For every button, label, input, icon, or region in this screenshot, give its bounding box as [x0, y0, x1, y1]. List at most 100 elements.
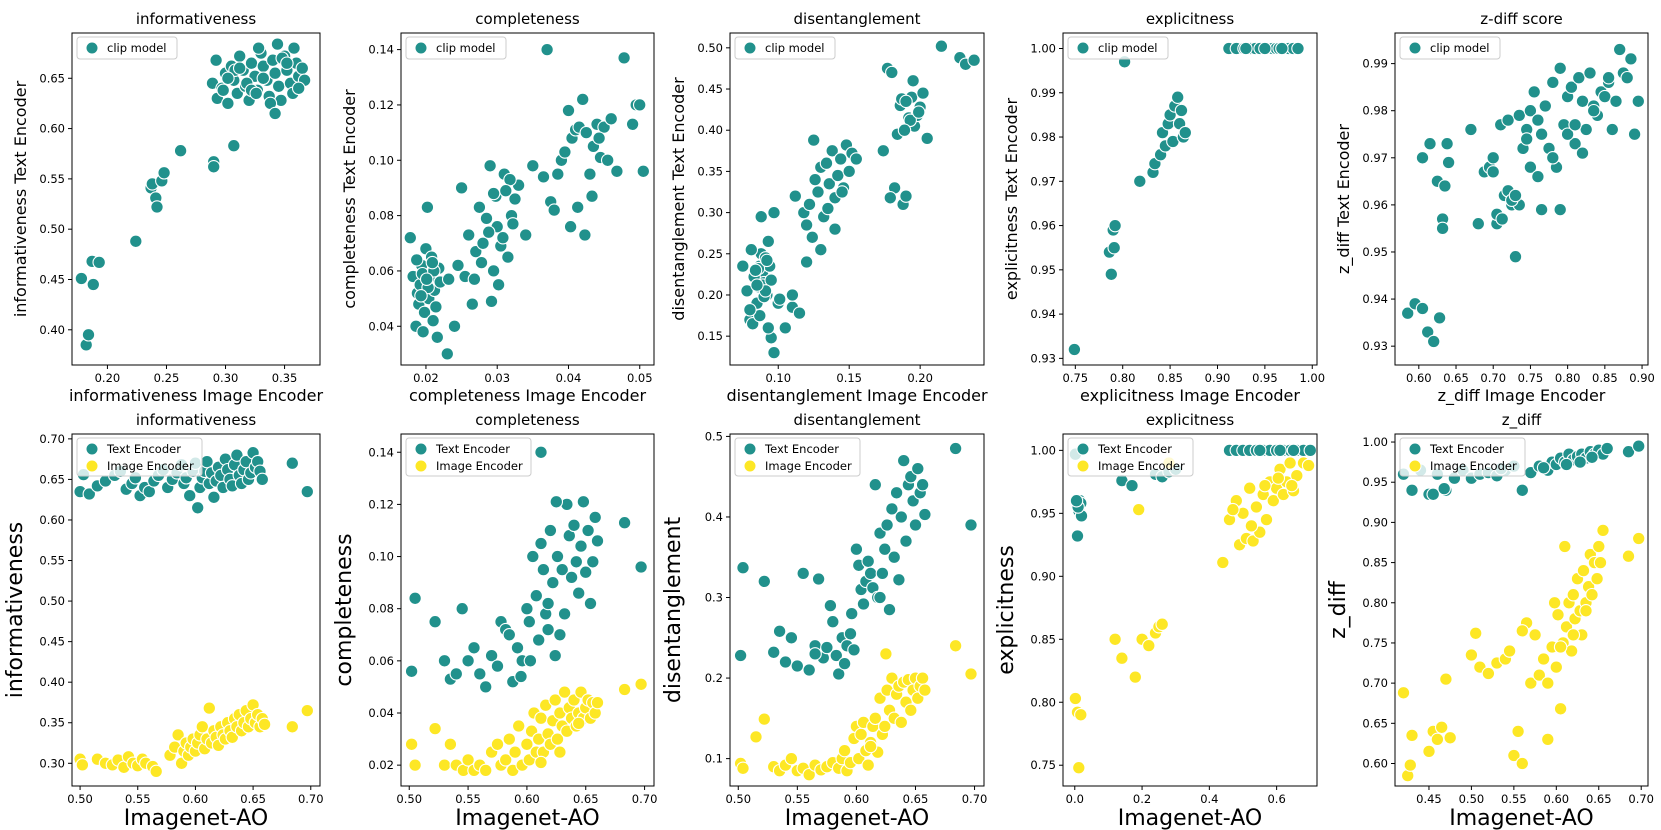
data-point [414, 289, 428, 303]
data-point [903, 113, 917, 128]
data-point [934, 39, 949, 53]
x-tick-label: 0.55 [455, 792, 481, 806]
axes-frame [1062, 433, 1318, 787]
legend: Text Encoder Image Encoder [76, 437, 203, 477]
data-point [502, 628, 517, 642]
data-point [1624, 52, 1638, 66]
data-point [190, 501, 205, 515]
legend-label: Text Encoder [1429, 442, 1504, 456]
legend: Text Encoder Image Encoder [1067, 437, 1194, 477]
data-point [1258, 41, 1272, 56]
data-point [569, 555, 584, 569]
y-tick-label: 0.85 [1362, 556, 1388, 570]
x-tick-label: 0.03 [484, 371, 510, 385]
y-tick-label: 0.08 [368, 209, 394, 223]
y-tick-label: 0.99 [1362, 57, 1388, 71]
data-point [1426, 334, 1441, 349]
data-point [1531, 169, 1545, 184]
axes-frame [729, 32, 985, 366]
data-point [772, 292, 787, 306]
data-point [1592, 539, 1606, 554]
y-tick-label: 0.97 [1030, 174, 1056, 188]
legend: clip model [76, 36, 178, 60]
y-tick-label: 0.97 [1362, 151, 1388, 165]
legend: clip model [405, 36, 507, 60]
data-point [300, 484, 315, 499]
data-point [171, 728, 185, 742]
y-tick-label: 0.14 [368, 43, 394, 57]
data-point [531, 633, 546, 647]
data-point [806, 133, 821, 147]
x-tick-label: 0.20 [95, 371, 121, 385]
data-point [1226, 502, 1240, 517]
x-tick-label: 0.30 [213, 371, 239, 385]
data-point [1515, 624, 1530, 638]
data-points [1067, 41, 1305, 357]
data-point [1579, 604, 1593, 618]
y-tick-label: 0.3 [705, 591, 723, 605]
data-point [1559, 457, 1574, 472]
data-point [1178, 125, 1193, 140]
data-point [447, 319, 462, 334]
data-point [483, 159, 497, 173]
data-point [896, 453, 911, 468]
x-tick-label: 0.15 [836, 371, 862, 385]
y-tick-label: 0.12 [368, 497, 394, 511]
y-tick-label: 0.65 [39, 472, 65, 486]
data-points [733, 441, 978, 782]
data-point [543, 523, 558, 538]
data-point [811, 572, 826, 586]
data-point [1593, 555, 1608, 570]
data-point [268, 66, 282, 80]
subplot-title: informativeness [136, 411, 257, 429]
data-point [1426, 487, 1440, 502]
data-point [508, 745, 522, 759]
data-point [1532, 668, 1547, 682]
legend: Text Encoder Image Encoder [1399, 437, 1526, 477]
data-point [472, 200, 487, 215]
data-point [1069, 493, 1084, 508]
data-point [490, 737, 505, 752]
legend-marker [85, 442, 99, 456]
data-point [1266, 493, 1281, 508]
y-tick-label: 0.98 [1030, 130, 1056, 144]
data-point [81, 328, 96, 342]
x-tick-label: 0.85 [1157, 371, 1183, 385]
data-point [878, 542, 892, 556]
data-point [256, 71, 271, 86]
data-point [1508, 249, 1523, 264]
data-point [409, 253, 424, 267]
data-point [592, 131, 606, 145]
data-point [750, 278, 764, 292]
y-tick-label: 0.04 [368, 319, 394, 333]
subplot-title: z-diff score [1480, 10, 1562, 28]
x-tick-label: 0.85 [1592, 371, 1618, 385]
data-point [571, 586, 586, 600]
data-point [548, 648, 562, 663]
data-point [744, 242, 759, 257]
data-point [491, 278, 506, 292]
data-point [802, 767, 816, 782]
data-point [285, 456, 300, 470]
data-point [1104, 267, 1119, 282]
subplot-5: z-diff score 0.60 0.65 0.70 0.75 0.80 0.85 0.90… [1334, 10, 1655, 406]
data-point [207, 490, 221, 505]
data-point [428, 614, 442, 629]
x-axis-label: completeness Image Encoder [409, 386, 647, 405]
data-point [571, 716, 586, 731]
data-point [1443, 731, 1457, 745]
data-point [1598, 89, 1612, 104]
y-tick-label: 0.55 [39, 554, 65, 568]
y-tick-label: 0.99 [1030, 86, 1056, 100]
data-point [784, 751, 799, 766]
legend-marker [1076, 442, 1090, 456]
data-point [1590, 571, 1604, 586]
data-point [819, 156, 834, 170]
y-axis-label: informativeness Text Encoder [11, 80, 30, 317]
data-point [843, 627, 858, 641]
data-point [461, 753, 475, 767]
data-point [75, 758, 90, 772]
data-point [149, 764, 163, 779]
y-tick-label: 0.96 [1362, 198, 1388, 212]
y-tick-label: 0.14 [368, 445, 394, 459]
